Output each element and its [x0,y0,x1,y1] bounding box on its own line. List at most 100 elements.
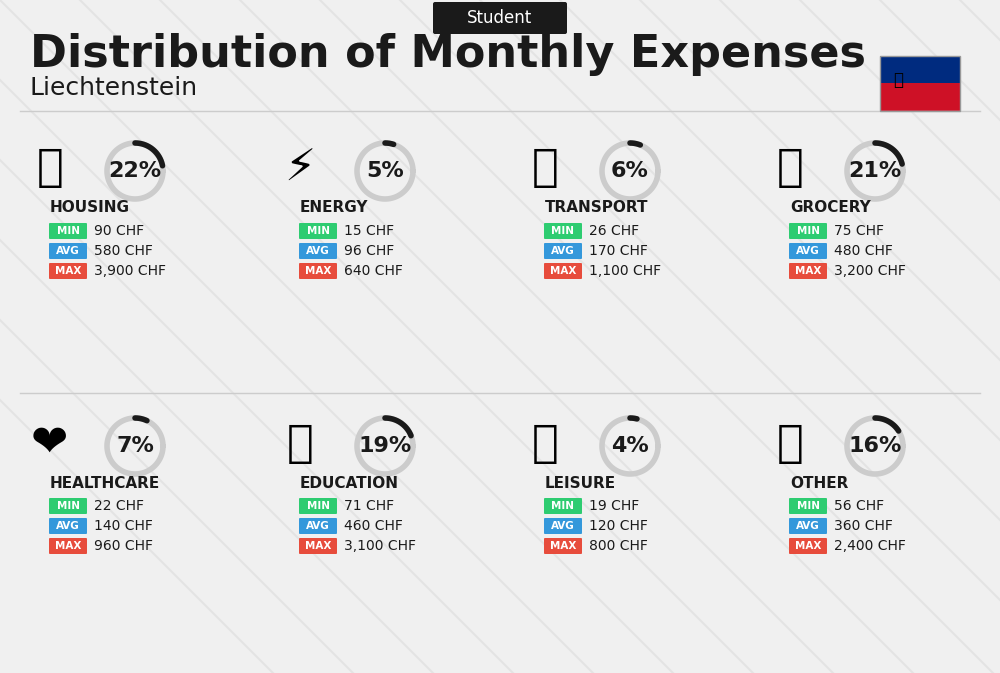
Text: 21%: 21% [848,161,902,181]
Text: MAX: MAX [795,266,821,276]
Text: 🎓: 🎓 [287,421,313,464]
Text: ⚡: ⚡ [284,147,316,190]
Text: 26 CHF: 26 CHF [589,224,639,238]
Text: AVG: AVG [551,521,575,531]
Text: MAX: MAX [305,266,331,276]
Text: 🛒: 🛒 [777,147,803,190]
Text: AVG: AVG [56,246,80,256]
Text: MIN: MIN [56,226,80,236]
FancyBboxPatch shape [789,498,827,514]
Text: 90 CHF: 90 CHF [94,224,144,238]
Text: MIN: MIN [306,226,330,236]
FancyBboxPatch shape [880,55,960,83]
Text: 7%: 7% [116,436,154,456]
Text: 71 CHF: 71 CHF [344,499,394,513]
Text: 22 CHF: 22 CHF [94,499,144,513]
Text: 360 CHF: 360 CHF [834,519,893,533]
Text: 120 CHF: 120 CHF [589,519,648,533]
Text: 6%: 6% [611,161,649,181]
Text: 580 CHF: 580 CHF [94,244,153,258]
Text: AVG: AVG [796,521,820,531]
FancyBboxPatch shape [299,243,337,259]
Text: Student: Student [467,9,533,27]
FancyBboxPatch shape [544,518,582,534]
Text: MIN: MIN [56,501,80,511]
Text: AVG: AVG [306,246,330,256]
FancyBboxPatch shape [49,263,87,279]
Text: TRANSPORT: TRANSPORT [545,201,648,215]
Text: 15 CHF: 15 CHF [344,224,394,238]
Text: MIN: MIN [552,226,574,236]
Text: GROCERY: GROCERY [790,201,871,215]
Text: 140 CHF: 140 CHF [94,519,153,533]
FancyBboxPatch shape [299,518,337,534]
Text: MAX: MAX [795,541,821,551]
Text: 2,400 CHF: 2,400 CHF [834,539,906,553]
Text: LEISURE: LEISURE [545,476,616,491]
FancyBboxPatch shape [49,243,87,259]
Text: OTHER: OTHER [790,476,848,491]
Text: 4%: 4% [611,436,649,456]
FancyBboxPatch shape [433,2,567,34]
FancyBboxPatch shape [789,243,827,259]
FancyBboxPatch shape [544,498,582,514]
Text: AVG: AVG [551,246,575,256]
Text: 460 CHF: 460 CHF [344,519,403,533]
FancyBboxPatch shape [49,498,87,514]
Text: MAX: MAX [305,541,331,551]
Text: 💰: 💰 [777,421,803,464]
FancyBboxPatch shape [49,518,87,534]
Text: MIN: MIN [306,501,330,511]
Text: 3,100 CHF: 3,100 CHF [344,539,416,553]
FancyBboxPatch shape [49,223,87,239]
Text: MIN: MIN [552,501,574,511]
FancyBboxPatch shape [299,223,337,239]
FancyBboxPatch shape [544,263,582,279]
Text: AVG: AVG [796,246,820,256]
Text: 640 CHF: 640 CHF [344,264,403,278]
Text: 🚌: 🚌 [532,147,558,190]
Text: 22%: 22% [108,161,162,181]
FancyBboxPatch shape [789,538,827,554]
Text: MAX: MAX [550,266,576,276]
Text: 170 CHF: 170 CHF [589,244,648,258]
Text: 800 CHF: 800 CHF [589,539,648,553]
FancyBboxPatch shape [299,263,337,279]
FancyBboxPatch shape [789,223,827,239]
Text: AVG: AVG [306,521,330,531]
Text: 960 CHF: 960 CHF [94,539,153,553]
Text: MIN: MIN [796,501,820,511]
Text: 5%: 5% [366,161,404,181]
FancyBboxPatch shape [544,243,582,259]
FancyBboxPatch shape [789,263,827,279]
Text: HEALTHCARE: HEALTHCARE [50,476,160,491]
FancyBboxPatch shape [544,223,582,239]
Text: Distribution of Monthly Expenses: Distribution of Monthly Expenses [30,34,866,77]
FancyBboxPatch shape [880,83,960,110]
Text: 🏢: 🏢 [37,147,63,190]
FancyBboxPatch shape [49,538,87,554]
Text: 56 CHF: 56 CHF [834,499,884,513]
Text: Liechtenstein: Liechtenstein [30,76,198,100]
Text: 19%: 19% [358,436,412,456]
FancyBboxPatch shape [544,538,582,554]
Text: ENERGY: ENERGY [300,201,368,215]
Text: 75 CHF: 75 CHF [834,224,884,238]
Text: 96 CHF: 96 CHF [344,244,394,258]
Text: 16%: 16% [848,436,902,456]
Text: MAX: MAX [55,541,81,551]
Text: HOUSING: HOUSING [50,201,130,215]
FancyBboxPatch shape [789,518,827,534]
FancyBboxPatch shape [299,538,337,554]
Text: 1,100 CHF: 1,100 CHF [589,264,661,278]
Text: ❤️: ❤️ [31,421,69,464]
Text: 19 CHF: 19 CHF [589,499,639,513]
Text: AVG: AVG [56,521,80,531]
Text: EDUCATION: EDUCATION [300,476,399,491]
Text: MAX: MAX [55,266,81,276]
Text: MIN: MIN [796,226,820,236]
Text: 👑: 👑 [893,71,903,89]
Text: MAX: MAX [550,541,576,551]
Text: 480 CHF: 480 CHF [834,244,893,258]
FancyBboxPatch shape [299,498,337,514]
